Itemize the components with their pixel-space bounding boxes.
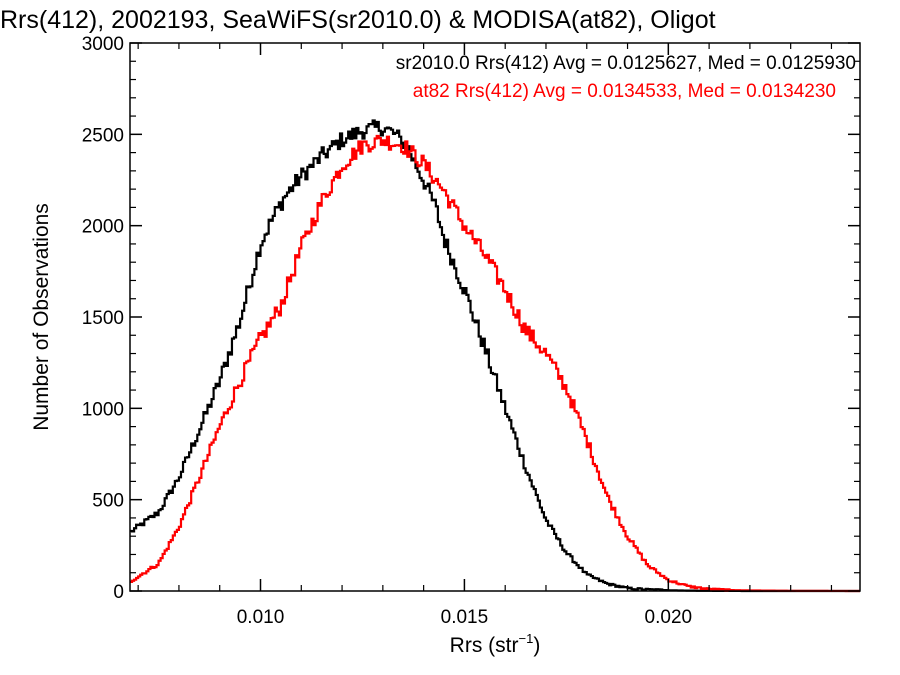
series-line-modisa xyxy=(130,134,860,593)
y-tick-label: 1500 xyxy=(82,308,124,329)
ticks-layer: 0.010 0.015 0.020 0 500 1000 1500 2000 2500 3000 xyxy=(82,34,860,628)
legend-entry-modisa: at82 Rrs(412) Avg = 0.0134533, Med = 0.0… xyxy=(413,81,836,102)
y-tick-label: 2500 xyxy=(82,125,124,146)
plot-frame xyxy=(129,42,861,592)
series-line-seawifs xyxy=(130,119,860,593)
x-axis-label: Rrs (str−1) xyxy=(450,631,541,657)
y-tick-label: 2000 xyxy=(82,217,124,238)
series-layer xyxy=(130,119,860,593)
y-axis-label: Number of Observations xyxy=(30,203,53,431)
x-axis-label-close: ) xyxy=(533,634,540,657)
y-tick-label: 3000 xyxy=(82,34,124,55)
y-tick-label: 500 xyxy=(92,491,124,512)
legend-entry-seawifs: sr2010.0 Rrs(412) Avg = 0.0125627, Med =… xyxy=(396,53,856,74)
x-axis-label-main: Rrs (str xyxy=(450,634,519,657)
x-axis-label-superscript: −1 xyxy=(519,631,534,646)
x-tick-label: 0.015 xyxy=(441,607,489,628)
x-tick-label: 0.020 xyxy=(645,607,693,628)
x-tick-label: 0.010 xyxy=(237,607,285,628)
chart-title: Rrs(412), 2002193, SeaWiFS(sr2010.0) & M… xyxy=(0,6,716,34)
y-tick-label: 1000 xyxy=(82,399,124,420)
y-tick-label: 0 xyxy=(113,582,124,603)
